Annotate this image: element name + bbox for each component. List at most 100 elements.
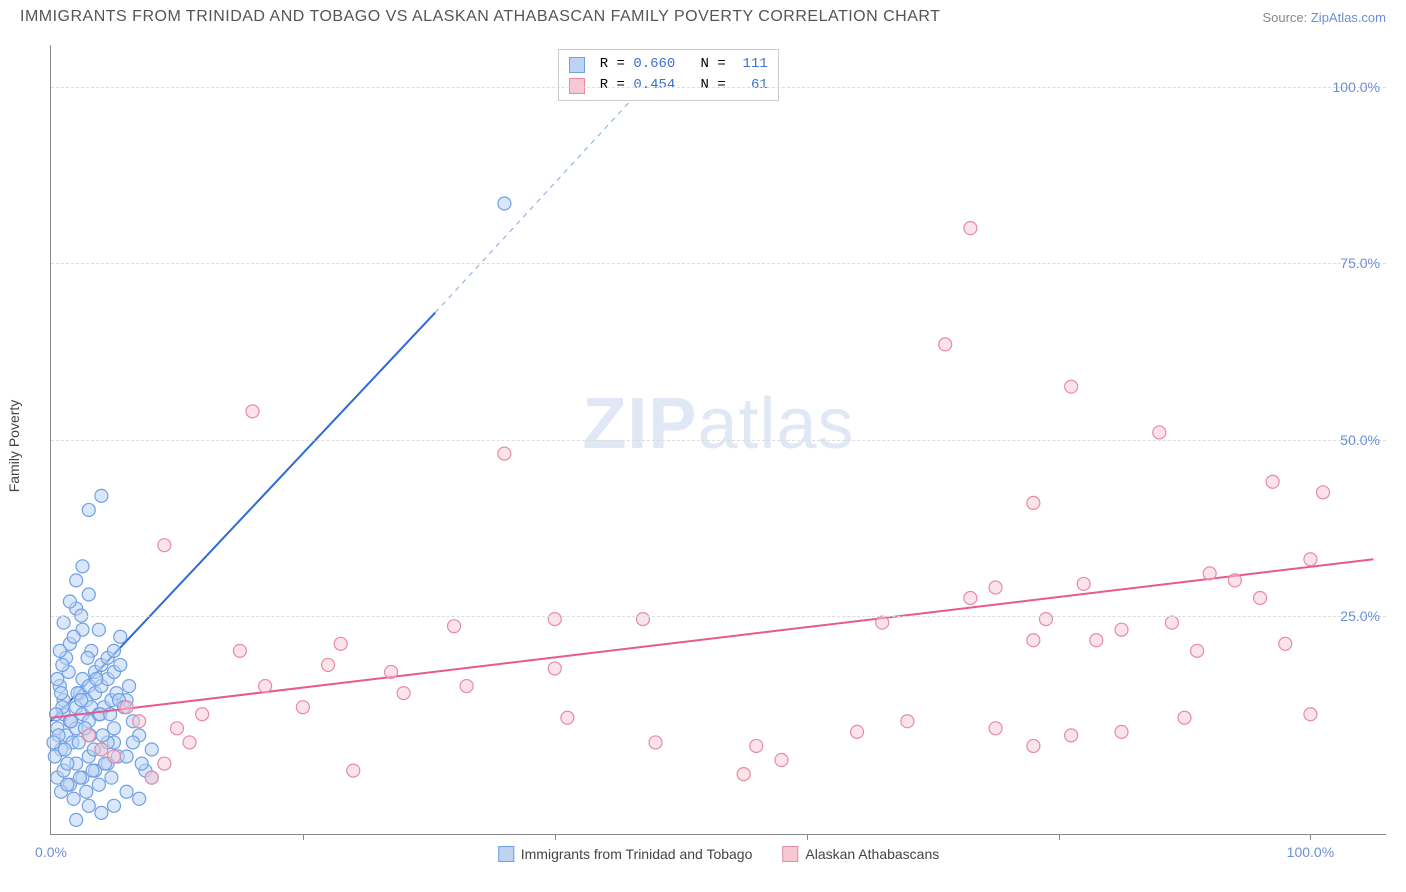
trend-line-dashed: [435, 87, 643, 312]
data-point: [737, 768, 750, 781]
legend-swatch: [498, 846, 514, 862]
data-point: [397, 687, 410, 700]
source-credit: Source: ZipAtlas.com: [1262, 10, 1386, 25]
series-legend: Immigrants from Trinidad and Tobago Alask…: [498, 846, 940, 862]
data-point: [750, 739, 763, 752]
data-point: [61, 757, 74, 770]
legend-series-item: Alaskan Athabascans: [782, 846, 939, 862]
gridline-h: [51, 616, 1386, 617]
data-point: [107, 644, 120, 657]
data-point: [233, 644, 246, 657]
y-tick-label: 100.0%: [1333, 79, 1380, 95]
data-point: [964, 222, 977, 235]
data-point: [1027, 739, 1040, 752]
legend-swatch: [782, 846, 798, 862]
legend-stat-row: R = 0.454 N = 61: [569, 75, 767, 96]
data-point: [63, 595, 76, 608]
data-point: [1203, 567, 1216, 580]
data-point: [1027, 496, 1040, 509]
data-point: [448, 620, 461, 633]
x-tick-label: 0.0%: [35, 844, 67, 860]
data-point: [61, 778, 74, 791]
chart-title: IMMIGRANTS FROM TRINIDAD AND TOBAGO VS A…: [20, 8, 940, 26]
data-point: [158, 539, 171, 552]
data-point: [1090, 634, 1103, 647]
data-point: [92, 623, 105, 636]
data-point: [498, 447, 511, 460]
y-axis-label: Family Poverty: [6, 400, 22, 493]
gridline-h: [51, 87, 1386, 88]
correlation-legend: R = 0.660 N = 111 R = 0.454 N = 61: [558, 49, 778, 101]
data-point: [120, 701, 133, 714]
data-point: [145, 743, 158, 756]
data-point: [55, 687, 68, 700]
data-point: [53, 644, 66, 657]
source-prefix: Source:: [1262, 10, 1310, 25]
data-point: [1304, 553, 1317, 566]
data-point: [1065, 380, 1078, 393]
x-tick-mark: [555, 834, 556, 840]
data-point: [851, 725, 864, 738]
data-point: [51, 673, 64, 686]
x-tick-label: 100.0%: [1287, 844, 1334, 860]
data-point: [82, 588, 95, 601]
x-tick-mark: [1059, 834, 1060, 840]
data-point: [1115, 623, 1128, 636]
data-point: [246, 405, 259, 418]
data-point: [1304, 708, 1317, 721]
data-point: [548, 613, 561, 626]
data-point: [67, 630, 80, 643]
data-point: [133, 715, 146, 728]
data-point: [82, 799, 95, 812]
data-point: [1115, 725, 1128, 738]
data-point: [989, 722, 1002, 735]
legend-stat-text: R = 0.660 N = 111: [591, 54, 767, 75]
data-point: [1165, 616, 1178, 629]
data-point: [1191, 644, 1204, 657]
data-point: [105, 771, 118, 784]
data-point: [901, 715, 914, 728]
data-point: [183, 736, 196, 749]
data-point: [95, 806, 108, 819]
data-point: [1228, 574, 1241, 587]
data-point: [158, 757, 171, 770]
data-point: [296, 701, 309, 714]
data-point: [135, 757, 148, 770]
data-point: [56, 658, 69, 671]
data-point: [123, 680, 136, 693]
source-link[interactable]: ZipAtlas.com: [1311, 10, 1386, 25]
data-point: [989, 581, 1002, 594]
data-point: [70, 813, 83, 826]
data-point: [73, 771, 86, 784]
data-point: [76, 560, 89, 573]
data-point: [114, 630, 127, 643]
data-point: [561, 711, 574, 724]
data-point: [107, 750, 120, 763]
data-point: [80, 785, 93, 798]
data-point: [334, 637, 347, 650]
data-point: [636, 613, 649, 626]
data-point: [259, 680, 272, 693]
data-point: [649, 736, 662, 749]
data-point: [57, 616, 70, 629]
legend-stat-text: R = 0.454 N = 61: [591, 75, 767, 96]
data-point: [120, 750, 133, 763]
x-tick-mark: [303, 834, 304, 840]
data-point: [145, 771, 158, 784]
data-point: [47, 736, 60, 749]
legend-stat-row: R = 0.660 N = 111: [569, 54, 767, 75]
data-point: [50, 708, 63, 721]
data-point: [96, 729, 109, 742]
data-point: [107, 799, 120, 812]
data-point: [876, 616, 889, 629]
data-point: [196, 708, 209, 721]
data-point: [1266, 475, 1279, 488]
legend-swatch: [569, 57, 585, 73]
legend-series-label: Immigrants from Trinidad and Tobago: [521, 846, 753, 862]
x-tick-mark: [1310, 834, 1311, 840]
data-point: [498, 197, 511, 210]
data-point: [81, 651, 94, 664]
data-point: [67, 792, 80, 805]
gridline-h: [51, 263, 1386, 264]
data-point: [70, 574, 83, 587]
